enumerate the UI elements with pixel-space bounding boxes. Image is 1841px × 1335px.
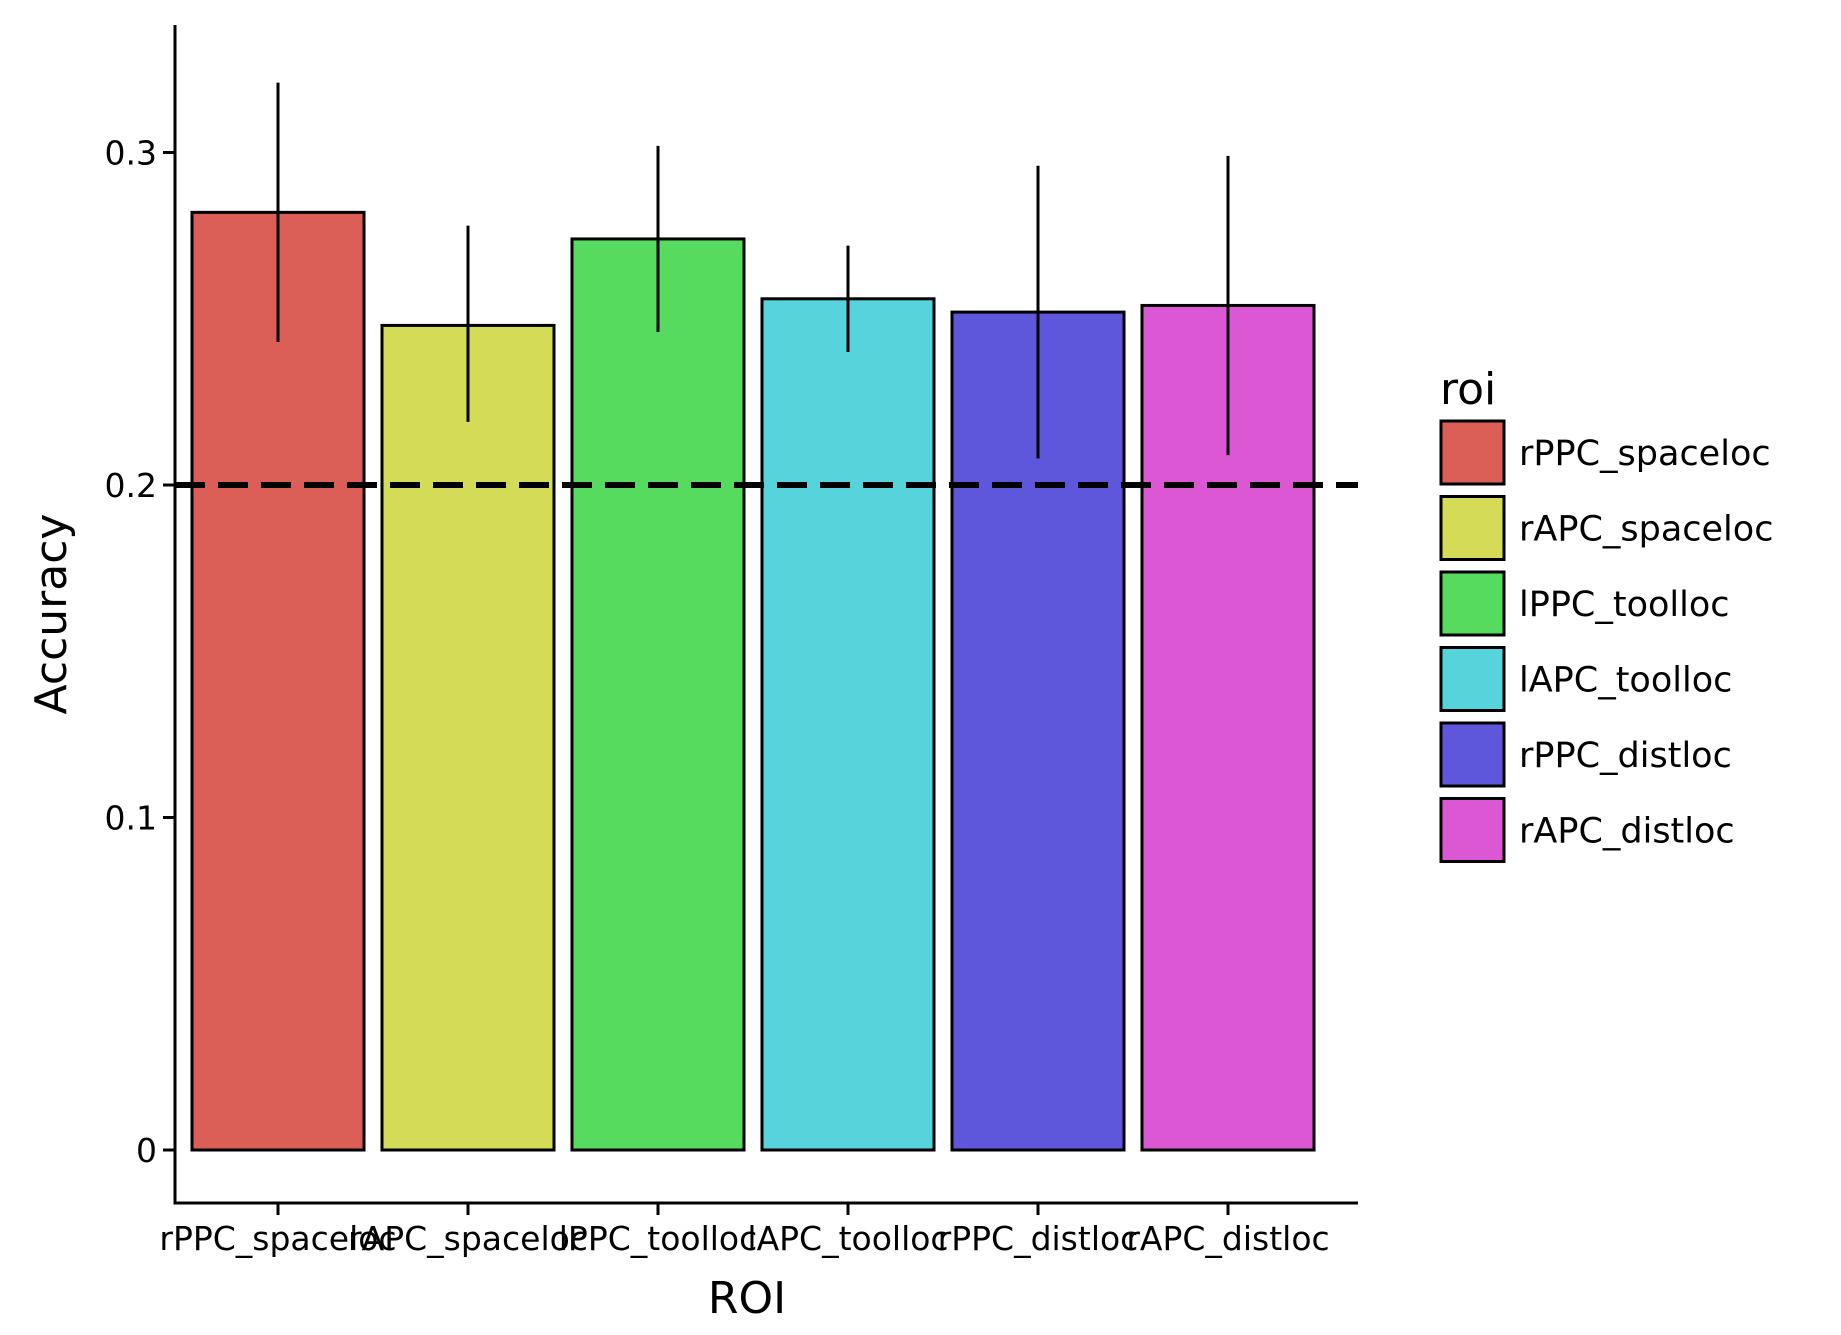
y-tick-label: 0 [136, 1131, 157, 1170]
legend-title: roi [1440, 364, 1496, 415]
legend-swatch [1439, 419, 1506, 486]
x-tick-label: rPPC_distloc [938, 1219, 1139, 1258]
y-tick-label: 0.1 [105, 799, 157, 838]
bar-rPPC_spaceloc [190, 210, 366, 1152]
legend-label: lPPC_toolloc [1519, 585, 1730, 625]
ticks-layer: rPPC_spacelocrAPC_spaceloclPPC_toolloclA… [105, 134, 1330, 1259]
bar-rAPC_spaceloc [380, 323, 556, 1152]
legend: roi rPPC_spaceloc rAPC_spaceloc lPPC_tooll… [1439, 364, 1773, 863]
legend-swatch [1439, 797, 1506, 863]
legend-label: rAPC_spaceloc [1519, 510, 1773, 550]
x-tick-label: rPPC_spaceloc [159, 1219, 396, 1258]
x-axis-title: ROI [708, 1273, 786, 1324]
x-tick-label: lAPC_toolloc [747, 1219, 948, 1258]
y-tick-label: 0.2 [105, 466, 157, 505]
legend-swatch [1439, 646, 1506, 712]
legend-label: rPPC_distloc [1519, 736, 1732, 776]
legend-swatch [1439, 721, 1506, 788]
bar-lAPC_toolloc [760, 297, 936, 1152]
x-tick-label: rAPC_spaceloc [348, 1219, 588, 1258]
y-axis-title: Accuracy [26, 514, 77, 715]
legend-label: rAPC_distloc [1519, 812, 1735, 852]
legend-label: lAPC_toolloc [1519, 661, 1732, 701]
bar-lPPC_toolloc [570, 237, 746, 1152]
x-tick-label: lPPC_toolloc [559, 1219, 758, 1258]
axes-layer [173, 25, 1358, 1205]
error-bars-layer [276, 82, 1230, 459]
legend-swatch [1439, 495, 1506, 561]
legend-label: rPPC_spaceloc [1519, 434, 1771, 474]
bars-layer [190, 210, 1316, 1152]
y-tick-label: 0.3 [105, 134, 157, 173]
legend-swatch [1439, 570, 1506, 637]
x-tick-label: rAPC_distloc [1126, 1219, 1329, 1258]
